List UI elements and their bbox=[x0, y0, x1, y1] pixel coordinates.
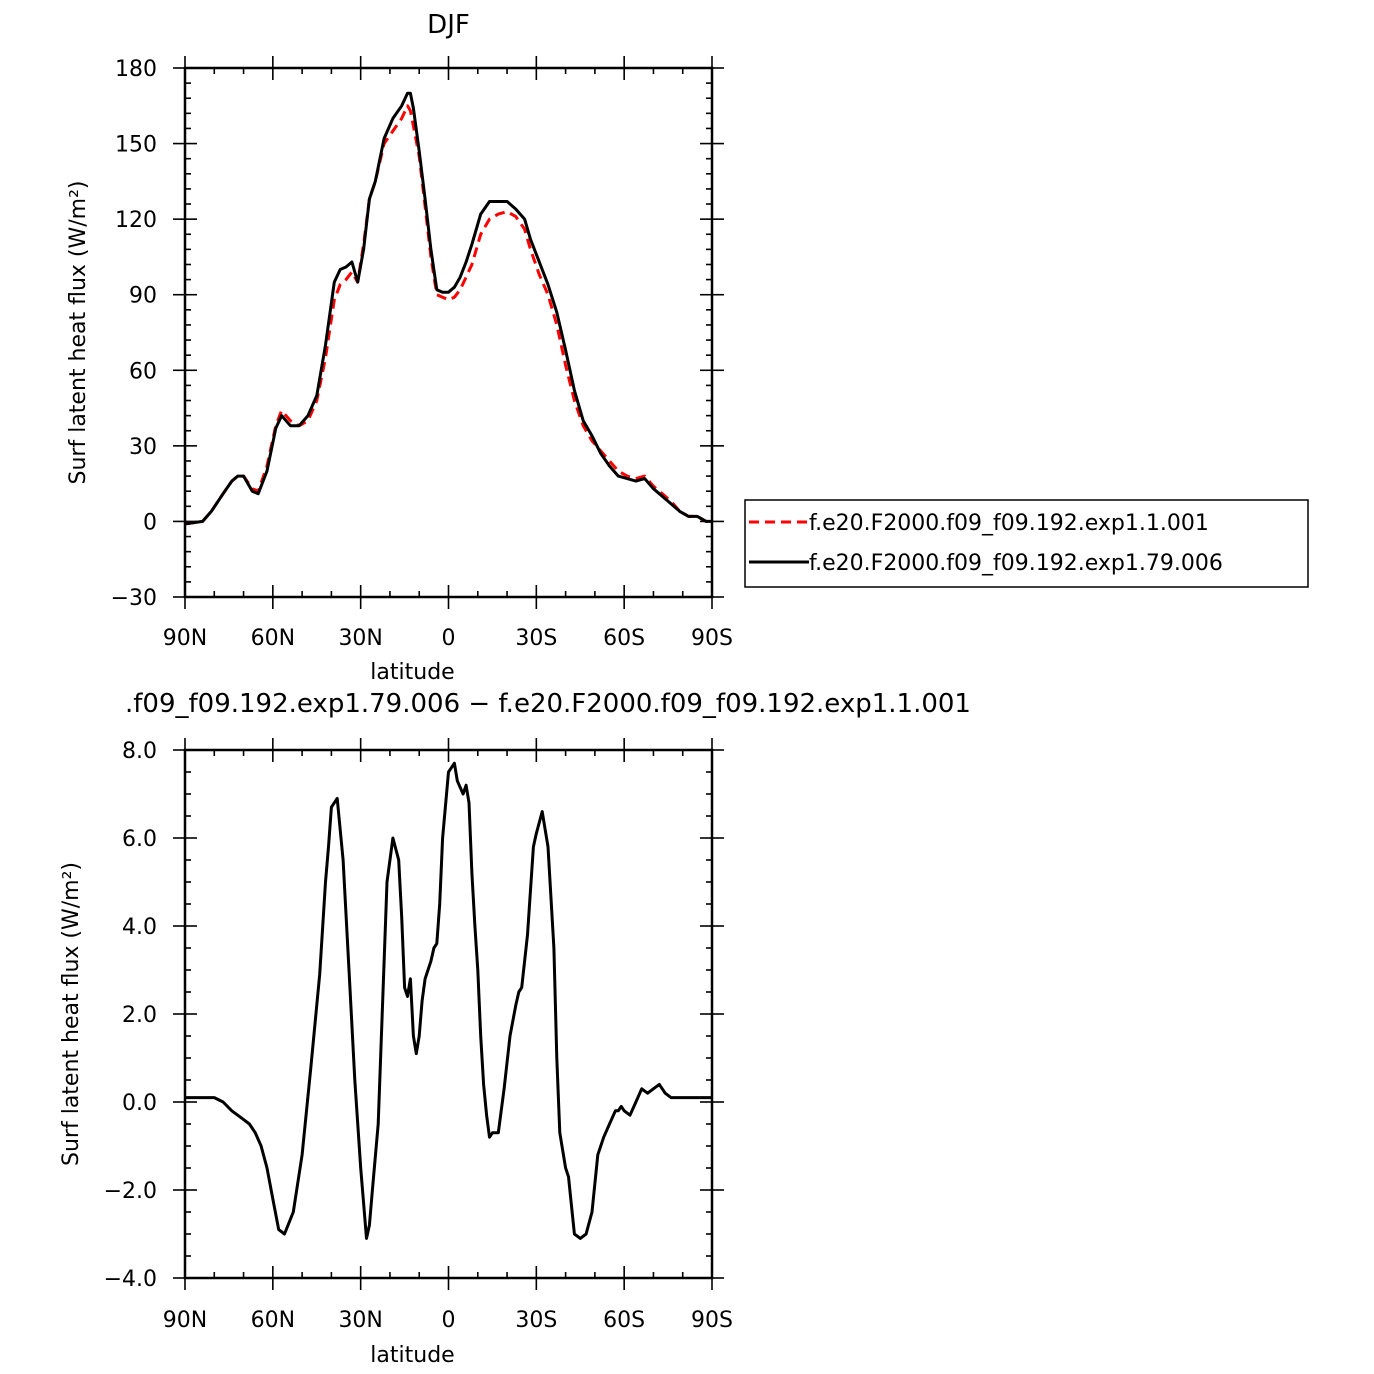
x-tick-label: 60N bbox=[251, 626, 295, 651]
x-tick-label: 90S bbox=[691, 1308, 733, 1333]
y-tick-label: 150 bbox=[115, 133, 157, 158]
x-axis-title: latitude bbox=[370, 1343, 454, 1368]
x-tick-label: 0 bbox=[442, 1308, 456, 1333]
legend-label-1: f.e20.F2000.f09_f09.192.exp1.79.006 bbox=[809, 551, 1223, 576]
plot-frame bbox=[183, 66, 714, 599]
y-tick-label: 0 bbox=[143, 510, 157, 535]
y-axis-title: Surf latent heat flux (W/m²) bbox=[66, 181, 91, 485]
y-tick-label: 2.0 bbox=[122, 1003, 157, 1028]
top-panel: DJF 90N 60N 30N 0 30S 60S 90S −30 0 30 60 90 120 150 18… bbox=[66, 10, 733, 685]
x-tick-label: 30N bbox=[338, 626, 382, 651]
x-axis-title: latitude bbox=[370, 660, 454, 685]
chart-title: .f09_f09.192.exp1.79.006 − f.e20.F2000.f… bbox=[125, 689, 971, 719]
x-tick-label: 30S bbox=[515, 626, 557, 651]
series-line-1 bbox=[184, 91, 712, 526]
y-tick-label: 120 bbox=[115, 208, 157, 233]
chart-title: DJF bbox=[427, 10, 470, 40]
series-line-0 bbox=[185, 761, 712, 1240]
y-tick-label: −2.0 bbox=[104, 1179, 157, 1204]
legend-label-0: f.e20.F2000.f09_f09.192.exp1.1.001 bbox=[809, 511, 1209, 536]
x-tick-label: 90N bbox=[163, 1308, 207, 1333]
y-tick-label: −30 bbox=[111, 586, 157, 611]
series-line-0 bbox=[184, 104, 712, 526]
x-tick-label: 60N bbox=[251, 1308, 295, 1333]
bottom-panel: .f09_f09.192.exp1.79.006 − f.e20.F2000.f… bbox=[59, 689, 971, 1368]
x-tick-label: 60S bbox=[603, 1308, 645, 1333]
y-axis-title: Surf latent heat flux (W/m²) bbox=[59, 862, 84, 1166]
x-tick-label: 90N bbox=[163, 626, 207, 651]
legend-box bbox=[744, 499, 1309, 588]
plot-frame bbox=[183, 748, 714, 1280]
y-tick-label: 60 bbox=[129, 359, 157, 384]
y-tick-label: 8.0 bbox=[122, 739, 157, 764]
y-tick-label: 90 bbox=[129, 284, 157, 309]
x-tick-label: 90S bbox=[691, 626, 733, 651]
x-tick-label: 0 bbox=[442, 626, 456, 651]
y-tick-label: 180 bbox=[115, 57, 157, 82]
y-tick-label: 4.0 bbox=[122, 915, 157, 940]
y-tick-label: 0.0 bbox=[122, 1091, 157, 1116]
x-tick-label: 30S bbox=[515, 1308, 557, 1333]
x-tick-label: 30N bbox=[338, 1308, 382, 1333]
legend: f.e20.F2000.f09_f09.192.exp1.1.001 f.e20.… bbox=[744, 499, 1309, 588]
y-tick-label: −4.0 bbox=[104, 1267, 157, 1292]
x-tick-label: 60S bbox=[603, 626, 645, 651]
y-tick-label: 30 bbox=[129, 435, 157, 460]
y-tick-label: 6.0 bbox=[122, 827, 157, 852]
